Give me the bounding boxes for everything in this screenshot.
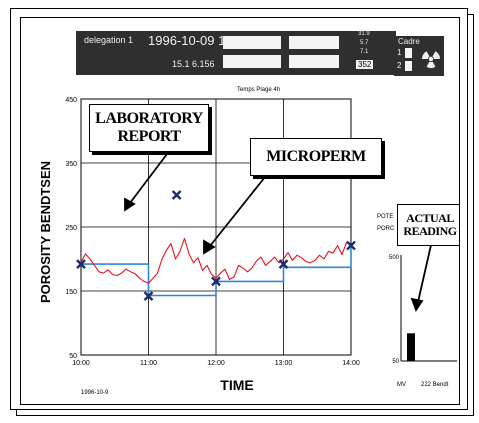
sample-markers	[76, 190, 356, 301]
x-tick-label: 11:00	[140, 360, 157, 367]
callout-lab-report: LABORATORY REPORT	[89, 104, 209, 152]
readout-4: 352	[356, 60, 374, 69]
readout-2: 5.7	[360, 40, 369, 46]
x-marker-stroke	[143, 291, 154, 301]
readout-3: 7.1	[360, 49, 369, 55]
date-label: 1996-10-9	[81, 390, 109, 396]
cadre-2-label: 2	[397, 61, 402, 70]
callout-actual-reading: ACTUAL READING	[397, 204, 459, 246]
x-tick-label: 13:00	[275, 360, 293, 367]
gauge-tick-top: 500	[389, 255, 400, 261]
radiation-icon	[421, 51, 440, 69]
x-axis-label: TIME	[220, 377, 253, 393]
x-tick-label: 12:00	[207, 360, 225, 367]
x-tick-label: 10:00	[72, 360, 90, 367]
x-marker	[211, 276, 221, 287]
page-label: Temps Plage 4h	[237, 87, 280, 93]
indicator-box-3	[289, 36, 339, 49]
x-marker-stroke	[76, 259, 86, 269]
callout-microperm: MICROPERM	[250, 138, 382, 176]
side-label-pote: POTE	[377, 214, 393, 220]
x-marker-stroke	[346, 240, 356, 251]
indicator-box-2	[223, 55, 281, 68]
gauge-bar	[407, 333, 415, 361]
radiation-panel: Cadre 1 2	[394, 36, 444, 76]
cadre-2-box	[405, 61, 412, 71]
cadre-1-label: 1	[397, 48, 402, 57]
x-axis: 10:00 11:00 12:00 13:00 14:00	[72, 360, 360, 367]
y-tick-label: 350	[65, 161, 77, 168]
side-label-porc: PORC	[377, 226, 395, 232]
callout-arrows	[124, 153, 432, 312]
y-tick-label: 150	[65, 289, 77, 296]
x-marker	[171, 190, 182, 200]
report-panel: delegation 1 1996-10-09 10:59 15.1 6.156…	[20, 17, 460, 405]
y-tick-label: 250	[65, 225, 77, 232]
gauge-label-mv: MV	[397, 382, 406, 388]
y-axis: 50 150 250 350 450	[65, 97, 77, 360]
x-marker	[278, 259, 289, 269]
indicator-box-1	[223, 36, 281, 49]
value-a: 15.1	[172, 59, 190, 69]
delegation-label: delegation 1	[84, 35, 134, 45]
microperm-line	[80, 237, 352, 284]
y-tick-label: 50	[69, 353, 77, 360]
y-axis-label: POROSITY BENDTSEN	[38, 161, 53, 303]
x-marker	[76, 259, 86, 269]
gauge-label-bendt: 222 Bendt	[421, 382, 449, 388]
value-b: 6.156	[192, 59, 215, 69]
porosity-chart: Temps Plage 4h 50 150 250 350 450 10:00 11:00…	[38, 87, 457, 396]
status-header: delegation 1 1996-10-09 10:59 15.1 6.156…	[76, 31, 396, 75]
gauge-tick-bottom: 50	[392, 359, 399, 365]
x-marker-stroke	[211, 276, 221, 287]
x-marker	[346, 240, 356, 251]
x-marker-stroke	[278, 259, 289, 269]
x-tick-label: 14:00	[342, 360, 360, 367]
indicator-box-4	[289, 55, 339, 68]
cadre-1-box	[405, 48, 412, 58]
x-marker-stroke	[171, 190, 182, 200]
readout-1: 31.9	[358, 31, 370, 37]
cadre-label: Cadre	[398, 37, 420, 46]
x-marker	[143, 291, 154, 301]
y-tick-label: 450	[65, 97, 77, 104]
